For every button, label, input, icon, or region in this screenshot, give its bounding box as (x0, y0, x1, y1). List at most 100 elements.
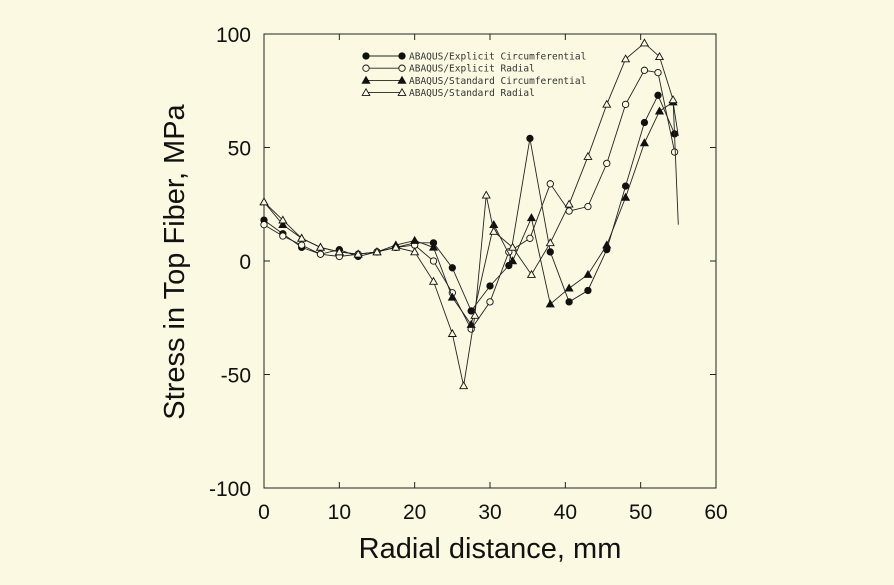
data-point (654, 106, 665, 115)
data-point (486, 282, 494, 290)
data-point (410, 247, 420, 256)
data-point (428, 276, 439, 285)
y-tick-label: 50 (228, 138, 251, 161)
data-point (508, 242, 518, 251)
data-point (602, 99, 612, 108)
data-point (640, 66, 649, 74)
data-point (639, 38, 650, 47)
data-point (297, 233, 307, 242)
data-point (583, 269, 593, 278)
series-group (259, 38, 679, 390)
data-point (398, 64, 406, 72)
y-tick-label: 100 (216, 24, 251, 47)
legend-label: ABAQUS/Explicit Circumferential (409, 52, 586, 63)
data-point (447, 328, 457, 337)
plot-frame (263, 33, 717, 489)
data-point (260, 221, 268, 229)
legend-label: ABAQUS/Explicit Radial (409, 64, 535, 75)
data-point (621, 54, 631, 63)
data-point (545, 299, 555, 308)
data-point (372, 247, 382, 256)
data-point (670, 148, 679, 156)
data-point (584, 286, 592, 295)
series-group (259, 97, 679, 328)
data-point (584, 202, 592, 211)
x-tick-label: 0 (258, 501, 270, 524)
data-point (621, 100, 630, 109)
data-point (526, 134, 534, 143)
x-tick-label: 20 (403, 501, 426, 524)
data-point (621, 182, 630, 190)
data-point (279, 232, 287, 240)
x-tick-label: 40 (554, 501, 577, 524)
data-point (459, 381, 469, 390)
legend-label: ABAQUS/Standard Radial (409, 88, 535, 99)
data-point (654, 68, 662, 77)
y-tick-label: -50 (221, 365, 251, 388)
data-point (278, 219, 288, 228)
data-point (640, 118, 649, 127)
data-point (397, 75, 407, 84)
data-point (410, 235, 420, 244)
data-point (654, 91, 662, 99)
axis-ticks: 0 10 20 30 40 50 60 -100 -50 0 50 100 (209, 24, 728, 524)
data-point (526, 269, 537, 278)
data-point (545, 238, 555, 247)
data-point (489, 219, 499, 228)
x-tick-label: 50 (629, 501, 652, 524)
data-point (470, 310, 480, 319)
series-group (260, 91, 679, 315)
x-axis-title: Radial distance, mm (359, 533, 622, 565)
data-point (334, 247, 344, 256)
data-point (316, 250, 325, 258)
data-point (602, 240, 612, 249)
data-point (654, 51, 665, 60)
data-point (362, 64, 370, 72)
series-layer (259, 38, 679, 390)
data-point (259, 197, 269, 206)
data-point (546, 248, 554, 256)
y-axis-title: Stress in Top Fiber, MPa (159, 103, 191, 419)
data-point (361, 75, 371, 84)
data-point (391, 242, 401, 251)
data-point (583, 151, 593, 160)
x-tick-label: 60 (704, 501, 727, 524)
data-point (298, 241, 306, 249)
data-point (278, 215, 288, 224)
legend-entry: ABAQUS/Standard Radial (361, 87, 535, 99)
data-point (486, 298, 494, 306)
data-point (546, 180, 554, 188)
data-point (361, 87, 371, 96)
data-point (621, 192, 631, 201)
data-point (429, 257, 438, 265)
series-group (260, 66, 679, 333)
x-tick-label: 10 (328, 501, 351, 524)
data-point (428, 242, 439, 251)
legend-entry: ABAQUS/Explicit Radial (362, 64, 535, 75)
data-point (397, 87, 407, 96)
data-point (564, 199, 574, 208)
data-point (481, 190, 491, 199)
legend-label: ABAQUS/Standard Circumferential (409, 76, 586, 87)
data-point (668, 95, 678, 104)
data-point (398, 52, 406, 60)
series-line (263, 69, 676, 330)
data-point (353, 249, 363, 258)
data-point (526, 213, 537, 222)
data-point (489, 226, 499, 235)
y-tick-label: 0 (239, 251, 251, 274)
series-line (263, 94, 676, 312)
legend: ABAQUS/Explicit CircumferentialABAQUS/Ex… (361, 52, 586, 99)
data-point (448, 264, 456, 272)
data-point (362, 52, 370, 60)
data-point (447, 292, 457, 301)
data-point (565, 298, 573, 306)
series-line (263, 42, 679, 386)
x-tick-label: 30 (478, 501, 501, 524)
legend-entry: ABAQUS/Standard Circumferential (361, 75, 586, 87)
data-point (639, 138, 650, 147)
y-tick-label: -100 (209, 478, 251, 501)
legend-entry: ABAQUS/Explicit Circumferential (362, 52, 586, 63)
data-point (508, 256, 518, 265)
